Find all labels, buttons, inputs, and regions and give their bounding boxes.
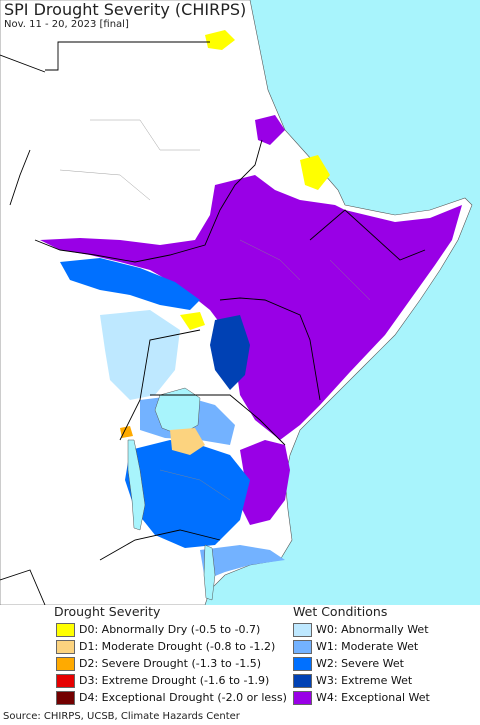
map-subtitle: Nov. 11 - 20, 2023 [final] — [4, 19, 129, 30]
w4-eritrea — [255, 115, 285, 145]
legend-swatch-d3 — [56, 673, 75, 688]
legend-item-d1: D1: Moderate Drought (-0.8 to -1.2) — [56, 639, 275, 654]
legend-label-w0: W0: Abnormally Wet — [316, 623, 429, 636]
legend-swatch-d2 — [56, 656, 75, 671]
lake-malawi — [203, 544, 216, 601]
legend-label-w3: W3: Extreme Wet — [316, 674, 413, 687]
legend-item-d0: D0: Abnormally Dry (-0.5 to -0.7) — [56, 622, 260, 637]
wet-blue-south-sudan — [60, 258, 200, 310]
legend-swatch-w1 — [293, 639, 312, 654]
abnormally-wet-west — [100, 310, 180, 400]
legend-label-d3: D3: Extreme Drought (-1.6 to -1.9) — [79, 674, 270, 687]
legend-label-w2: W2: Severe Wet — [316, 657, 404, 670]
legend-swatch-d4 — [56, 690, 75, 705]
d0-patch-uganda — [180, 312, 205, 330]
legend-swatch-w4 — [293, 690, 312, 705]
legend-swatch-w2 — [293, 656, 312, 671]
legend-item-d3: D3: Extreme Drought (-1.6 to -1.9) — [56, 673, 269, 688]
legend-label-w4: W4: Exceptional Wet — [316, 691, 430, 704]
wet-light-blue-south — [200, 545, 285, 580]
legend-label-d1: D1: Moderate Drought (-0.8 to -1.2) — [79, 640, 276, 653]
legend-item-d2: D2: Severe Drought (-1.3 to -1.5) — [56, 656, 261, 671]
lake-tanganyika — [127, 439, 146, 531]
country-borders — [0, 41, 426, 605]
legend-item-d4: D4: Exceptional Drought (-2.0 or less) — [56, 690, 287, 705]
legend-item-w1: W1: Moderate Wet — [293, 639, 418, 654]
drought-map — [0, 0, 480, 605]
d0-patch-ethiopia — [300, 155, 330, 190]
legend-label-d4: D4: Exceptional Drought (-2.0 or less) — [79, 691, 287, 704]
w4-horn-region — [40, 175, 462, 440]
d2-patch-west — [120, 426, 133, 438]
legend-item-w4: W4: Exceptional Wet — [293, 690, 430, 705]
wet-legend-heading: Wet Conditions — [293, 604, 388, 619]
legend-swatch-d0 — [56, 622, 75, 637]
wet-blue-tanzania — [125, 440, 250, 548]
legend-swatch-d1 — [56, 639, 75, 654]
legend-label-d0: D0: Abnormally Dry (-0.5 to -0.7) — [79, 623, 261, 636]
source-credit: Source: CHIRPS, UCSB, Climate Hazards Ce… — [3, 711, 240, 722]
w4-tanzania-coast — [240, 440, 290, 525]
legend-swatch-w3 — [293, 673, 312, 688]
legend-item-w3: W3: Extreme Wet — [293, 673, 412, 688]
legend-swatch-w0 — [293, 622, 312, 637]
legend-label-w1: W1: Moderate Wet — [316, 640, 419, 653]
wet-blue-uganda — [210, 315, 250, 390]
legend-label-d2: D2: Severe Drought (-1.3 to -1.5) — [79, 657, 262, 670]
d0-patch-north — [205, 30, 235, 50]
map-title: SPI Drought Severity (CHIRPS) — [4, 0, 247, 19]
admin-borders — [59, 119, 371, 501]
d1-patch-tanzania — [170, 428, 205, 455]
legend-item-w2: W2: Severe Wet — [293, 656, 404, 671]
legend-item-w0: W0: Abnormally Wet — [293, 622, 429, 637]
drought-legend-heading: Drought Severity — [54, 604, 161, 619]
